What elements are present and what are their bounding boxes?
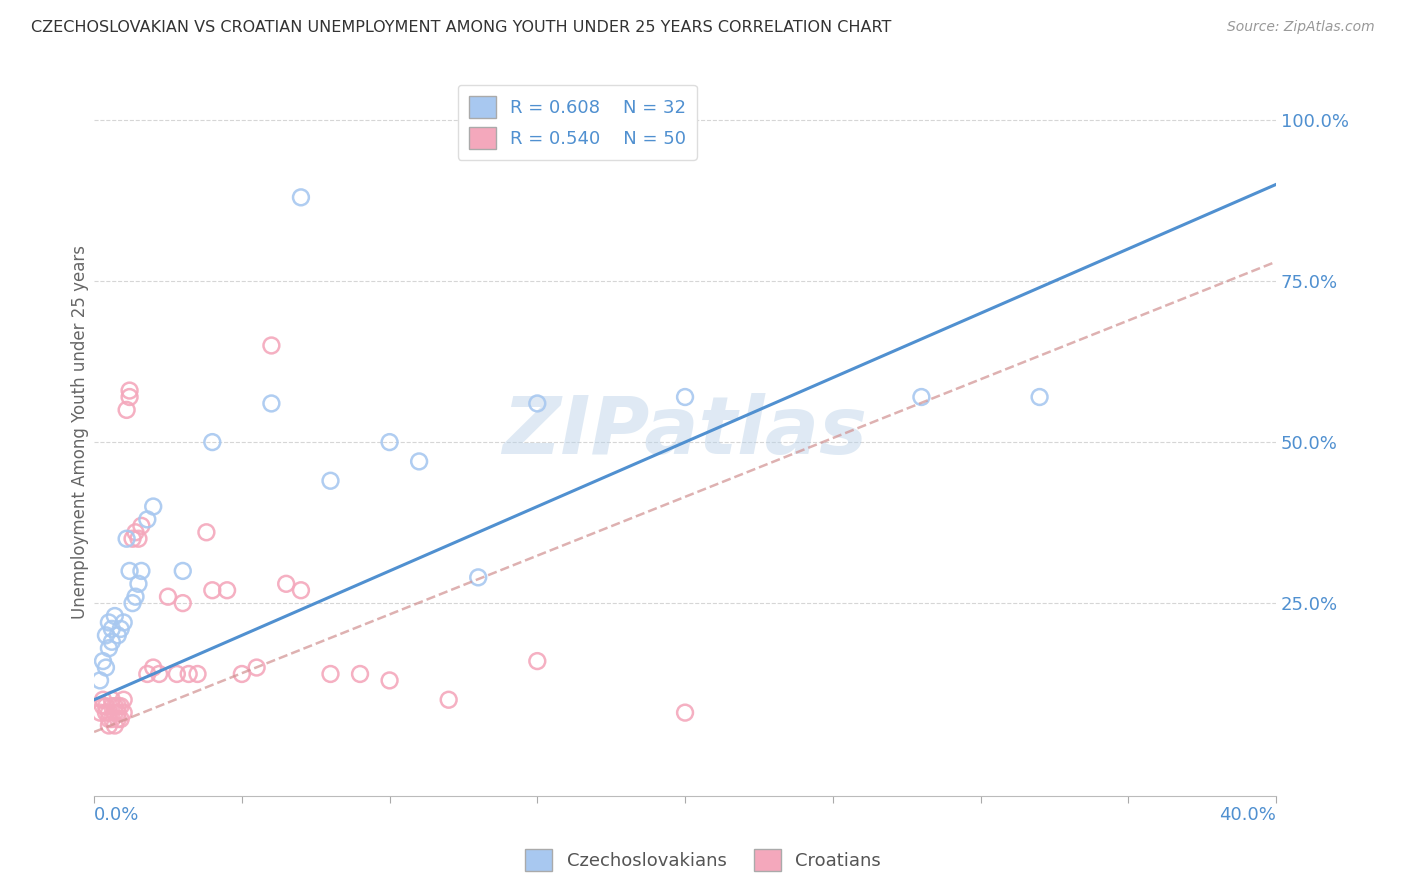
Text: Source: ZipAtlas.com: Source: ZipAtlas.com [1227,20,1375,34]
Point [115,403,138,417]
Point [115,532,138,546]
Point [94,699,117,714]
Point [107,706,129,720]
Point [127,576,149,591]
Point [526,654,548,668]
Point [104,699,127,714]
Point [290,190,312,204]
Text: 0.0%: 0.0% [94,806,139,824]
Point [319,667,342,681]
Point [201,583,224,598]
Legend: Czechoslovakians, Croatians: Czechoslovakians, Croatians [517,842,889,879]
Point [673,390,696,404]
Point [231,667,253,681]
Point [1028,390,1050,404]
Point [118,390,141,404]
Point [142,500,165,514]
Point [94,660,117,674]
Point [107,628,129,642]
Point [94,628,117,642]
Point [349,667,371,681]
Text: CZECHOSLOVAKIAN VS CROATIAN UNEMPLOYMENT AMONG YOUTH UNDER 25 YEARS CORRELATION : CZECHOSLOVAKIAN VS CROATIAN UNEMPLOYMENT… [31,20,891,35]
Point [112,615,135,630]
Point [378,435,401,450]
Point [378,673,401,688]
Point [94,706,117,720]
Point [101,622,124,636]
Point [260,396,283,410]
Point [97,641,120,656]
Point [136,512,159,526]
Point [124,590,146,604]
Point [112,692,135,706]
Point [97,706,120,720]
Point [910,390,932,404]
Point [118,564,141,578]
Legend: R = 0.608    N = 32, R = 0.540    N = 50: R = 0.608 N = 32, R = 0.540 N = 50 [458,85,697,160]
Point [217,583,239,598]
Point [156,590,179,604]
Point [121,532,143,546]
Point [104,706,127,720]
Text: 40.0%: 40.0% [1219,806,1277,824]
Y-axis label: Unemployment Among Youth under 25 years: Unemployment Among Youth under 25 years [72,245,89,619]
Point [136,667,159,681]
Point [110,622,132,636]
Point [131,564,153,578]
Point [142,660,165,674]
Point [89,706,111,720]
Point [91,654,114,668]
Point [91,692,114,706]
Point [124,525,146,540]
Point [104,718,127,732]
Point [172,596,194,610]
Point [526,396,548,410]
Point [97,615,120,630]
Point [290,583,312,598]
Point [195,525,218,540]
Point [467,570,489,584]
Point [437,692,460,706]
Point [172,564,194,578]
Point [107,712,129,726]
Point [131,519,153,533]
Point [101,692,124,706]
Point [673,706,696,720]
Point [166,667,188,681]
Text: ZIPatlas: ZIPatlas [502,393,868,472]
Point [121,596,143,610]
Point [101,712,124,726]
Point [177,667,200,681]
Point [118,384,141,398]
Point [260,338,283,352]
Point [97,718,120,732]
Point [276,576,298,591]
Point [101,634,124,648]
Point [104,609,127,624]
Point [186,667,208,681]
Point [97,712,120,726]
Point [201,435,224,450]
Point [101,699,124,714]
Point [89,673,111,688]
Point [110,699,132,714]
Point [112,706,135,720]
Point [319,474,342,488]
Point [246,660,269,674]
Point [408,454,430,468]
Point [148,667,170,681]
Point [110,712,132,726]
Point [91,699,114,714]
Point [107,699,129,714]
Point [127,532,149,546]
